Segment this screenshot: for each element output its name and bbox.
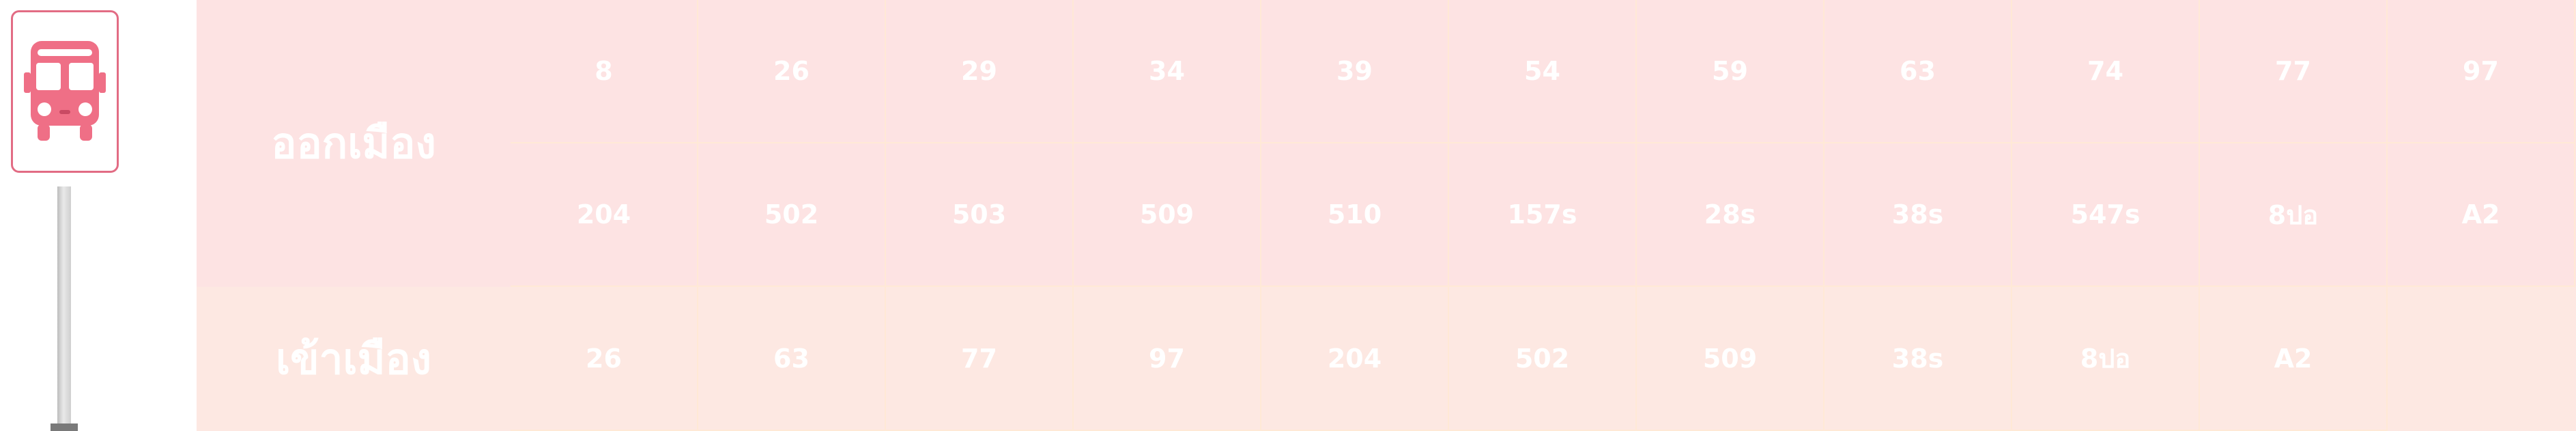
route-number: 8ปอ [2012, 287, 2200, 431]
route-number: 26 [698, 0, 886, 143]
route-number: A2 [2388, 143, 2575, 287]
route-number: 59 [1637, 0, 1824, 143]
route-number: 97 [2388, 0, 2575, 143]
route-number: 97 [1074, 287, 1261, 431]
sign-pole [57, 186, 71, 426]
route-number: 34 [1074, 0, 1261, 143]
inbound-row-background [197, 287, 2576, 431]
route-number: 509 [1074, 143, 1261, 287]
route-number: 63 [1824, 0, 2012, 143]
route-number: 29 [886, 0, 1074, 143]
sign-panel [11, 10, 119, 173]
route-number: 509 [1637, 287, 1824, 431]
bus-stop-sign [0, 0, 137, 431]
bus-icon [24, 41, 106, 141]
route-number: 38s [1824, 287, 2012, 431]
route-number: 26 [511, 287, 698, 431]
route-number: 547s [2012, 143, 2200, 287]
route-number: 77 [886, 287, 1074, 431]
route-number: 204 [1261, 287, 1449, 431]
route-number: 502 [1449, 287, 1637, 431]
pole-base [51, 423, 78, 431]
route-number: 8 [511, 0, 698, 143]
route-number: 38s [1824, 143, 2012, 287]
route-number: 77 [2200, 0, 2388, 143]
route-number: 157s [1449, 143, 1637, 287]
route-number: 39 [1261, 0, 1449, 143]
outbound-label: ออกเมือง [271, 118, 436, 168]
route-number: A2 [2200, 287, 2388, 431]
route-number: 8ปอ [2200, 143, 2388, 287]
route-number: 502 [698, 143, 886, 287]
route-number: 63 [698, 287, 886, 431]
route-number: 74 [2012, 0, 2200, 143]
route-board: ออกเมือง เข้าเมือง 8 26 29 34 39 54 59 63 74 77 97… [197, 0, 2576, 431]
route-number: 54 [1449, 0, 1637, 143]
route-number: 204 [511, 143, 698, 287]
route-number: 28s [1637, 143, 1824, 287]
inbound-label: เข้าเมือง [276, 333, 431, 384]
route-number: 510 [1261, 143, 1449, 287]
route-number: 503 [886, 143, 1074, 287]
